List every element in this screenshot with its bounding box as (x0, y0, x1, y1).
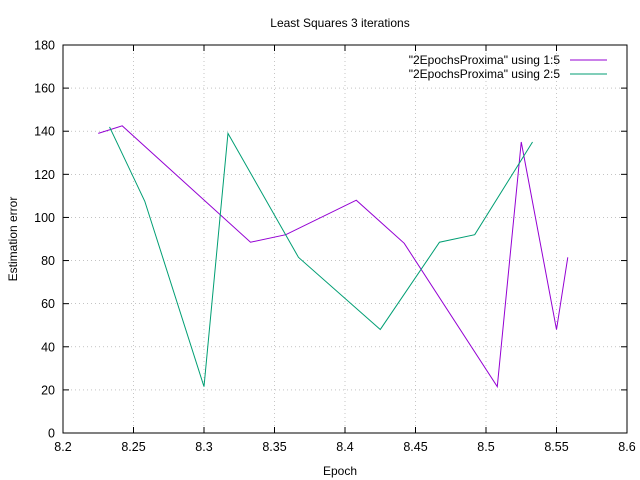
y-tick-label: 180 (34, 39, 55, 53)
grid-lines (63, 45, 627, 433)
plot-series (98, 125, 569, 389)
y-tick-label: 0 (48, 427, 55, 441)
x-tick-label: 8.35 (262, 440, 286, 454)
x-tick-label: 8.2 (54, 440, 71, 454)
y-axis-ticks: 0 20 40 60 80 100 120 140 160 180 (34, 39, 627, 441)
legend: "2EpochsProxima" using 1:5"2EpochsProxim… (409, 53, 607, 81)
legend-label-1: "2EpochsProxima" using 1:5 (409, 53, 561, 67)
y-tick-label: 20 (41, 383, 55, 397)
series-line-2 (109, 126, 533, 387)
y-tick-label: 140 (34, 125, 55, 139)
y-tick-label: 120 (34, 168, 55, 182)
x-tick-label: 8.5 (477, 440, 494, 454)
chart-title: Least Squares 3 iterations (270, 16, 409, 30)
series-line-1 (98, 125, 569, 389)
y-tick-label: 40 (41, 340, 55, 354)
y-tick-label: 60 (41, 297, 55, 311)
legend-label-2: "2EpochsProxima" using 2:5 (409, 67, 561, 81)
plot-frame (62, 44, 628, 434)
x-axis-label: Epoch (323, 464, 357, 478)
x-tick-label: 8.4 (336, 440, 353, 454)
y-axis-label: Estimation error (6, 197, 20, 282)
y-tick-label: 100 (34, 211, 55, 225)
y-tick-label: 160 (34, 82, 55, 96)
x-tick-label: 8.55 (544, 440, 568, 454)
x-axis-ticks: 8.2 8.25 8.3 8.35 8.4 8.45 8.5 8.55 8.6 (54, 45, 636, 454)
x-tick-label: 8.3 (195, 440, 212, 454)
x-tick-label: 8.45 (403, 440, 427, 454)
x-tick-label: 8.25 (121, 440, 145, 454)
x-tick-label: 8.6 (618, 440, 635, 454)
y-tick-label: 80 (41, 254, 55, 268)
